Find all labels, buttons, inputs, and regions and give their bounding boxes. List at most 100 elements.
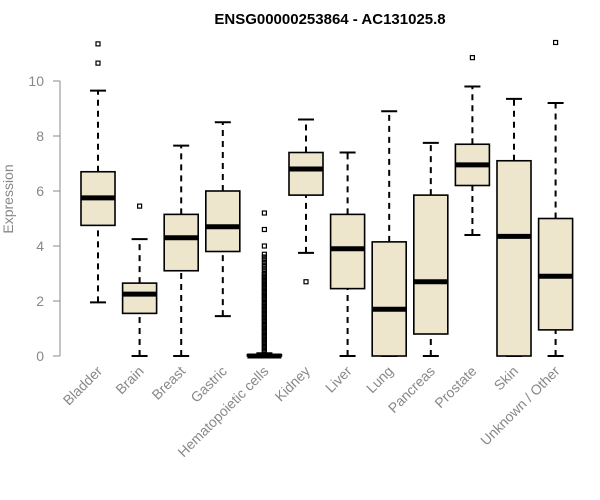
outlier-point [95, 41, 101, 47]
y-axis-label: Expression [0, 164, 16, 233]
outlier-point [261, 280, 267, 286]
outlier-point [261, 339, 267, 345]
outlier-point [261, 330, 267, 336]
x-tick-label: Brain [112, 363, 146, 397]
y-tick-label: 10 [28, 73, 44, 89]
outlier-point [261, 313, 267, 319]
y-tick-label: 0 [36, 348, 44, 364]
outlier-point [261, 251, 267, 257]
outlier-point [261, 301, 267, 307]
outlier-point [261, 332, 267, 338]
outlier-point [261, 226, 267, 233]
outlier-point [261, 281, 267, 288]
box-iqr [163, 213, 199, 272]
outlier-point [261, 279, 267, 285]
outlier-point [261, 259, 267, 266]
outlier-point [261, 262, 267, 268]
outlier-point [261, 277, 267, 283]
box-6 [288, 118, 324, 285]
chart-title: ENSG00000253864 - AC131025.8 [214, 11, 445, 28]
box-iqr [371, 241, 408, 357]
box-5 [246, 210, 283, 359]
box-2 [121, 203, 158, 357]
y-tick-label: 8 [36, 128, 44, 144]
outlier-point [261, 343, 267, 349]
outlier-point [261, 312, 267, 318]
box-12 [537, 39, 574, 357]
outlier-point [261, 294, 267, 300]
outlier-point [261, 284, 267, 290]
x-tick-label: Unknown / Other [477, 363, 563, 449]
outlier-point [261, 243, 267, 249]
outlier-point [261, 345, 267, 351]
y-tick-label: 6 [36, 183, 44, 199]
outlier-point [261, 334, 267, 340]
outlier-point [469, 55, 475, 61]
outlier-point [261, 321, 267, 327]
outlier-point [261, 308, 267, 314]
outlier-point [261, 276, 267, 282]
box-iqr [496, 159, 532, 357]
x-tick-label: Bladder [60, 363, 106, 409]
outlier-point [261, 316, 267, 322]
outlier-point [261, 275, 267, 281]
outlier-point [261, 335, 267, 341]
outlier-point [261, 268, 267, 274]
box-4 [205, 121, 241, 318]
box-iqr [329, 213, 366, 290]
x-tick-label: Skin [491, 363, 522, 394]
outlier-point [261, 341, 267, 347]
x-tick-label: Kidney [272, 363, 314, 405]
outlier-point [261, 317, 267, 323]
outlier-point [261, 336, 267, 343]
outlier-point [261, 288, 267, 294]
outlier-point [261, 286, 267, 292]
outlier-point [261, 338, 267, 344]
outlier-point [261, 273, 267, 279]
outlier-point [261, 297, 267, 303]
outlier-point [261, 314, 267, 321]
outlier-point [261, 299, 267, 305]
outlier-point [261, 342, 267, 348]
box-8 [371, 110, 408, 357]
outlier-point [261, 309, 267, 315]
box-iqr [205, 190, 241, 253]
outlier-point [261, 305, 267, 311]
box-iqr [288, 151, 324, 196]
outlier-point [261, 328, 267, 334]
outlier-point [261, 324, 267, 330]
outlier-point [261, 270, 267, 277]
outlier-point [261, 290, 267, 296]
x-tick-label: Liver [322, 363, 355, 396]
outlier-point [261, 287, 267, 293]
x-tick-label: Prostate [431, 363, 479, 411]
outlier-point [261, 257, 267, 263]
outlier-point [261, 265, 267, 271]
outlier-point [261, 346, 267, 352]
box-7 [329, 151, 366, 357]
outlier-point [261, 320, 267, 326]
box-9 [412, 141, 449, 357]
y-axis: 0 2 4 6 8 10 [28, 73, 61, 364]
box-10 [454, 55, 491, 236]
outlier-point [261, 323, 267, 329]
outlier-point [552, 39, 559, 46]
outlier-point [137, 203, 143, 209]
outlier-point [261, 347, 267, 354]
outlier-point [261, 254, 267, 260]
outlier-point [261, 306, 267, 312]
y-tick-label: 4 [36, 238, 44, 254]
box-iqr [121, 282, 158, 315]
outlier-point [261, 310, 267, 316]
outlier-point [261, 295, 267, 301]
box-iqr [412, 194, 449, 335]
outlier-point [261, 283, 267, 289]
x-tick-label: Lung [363, 363, 396, 396]
box-3 [163, 144, 199, 357]
outlier-point [261, 298, 267, 304]
outlier-point [261, 210, 267, 216]
outlier-point [303, 279, 309, 285]
outlier-point [261, 327, 267, 333]
